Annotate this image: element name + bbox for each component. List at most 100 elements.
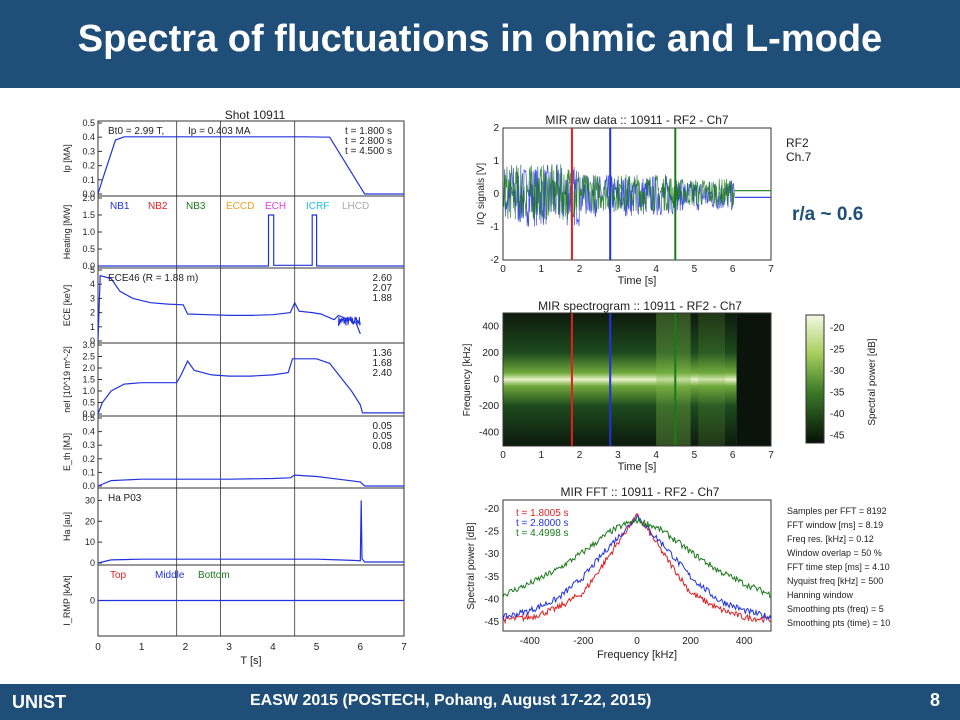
series-line [97, 358, 404, 415]
x-tick-label: 0 [500, 264, 506, 275]
panel-frame [97, 487, 405, 566]
broadband-region [698, 313, 726, 446]
legend-entry: ICRF [306, 201, 329, 212]
y-tick-label: 1 [90, 322, 95, 332]
y-tick-label: 3.0 [82, 340, 95, 350]
y-tick-label: 0.0 [82, 481, 95, 491]
y-axis-label: Heating [MW] [62, 205, 72, 260]
y-tick-label: 0.0 [82, 261, 95, 271]
y-tick-label: -400 [479, 428, 499, 439]
colorbar-tick-label: -25 [830, 345, 845, 356]
series-line [97, 136, 404, 195]
panel-frame [97, 415, 405, 489]
y-tick-label: 0 [90, 336, 95, 346]
y-tick-label: 1.5 [82, 210, 95, 220]
panel-frame [97, 342, 405, 417]
colorbar [805, 314, 825, 444]
fft-parameter: Window overlap = 50 % [787, 548, 882, 558]
x-tick-label: 6 [730, 264, 736, 275]
y-axis-label: I_RMP [kA/t] [62, 575, 72, 625]
y-tick-label: 1.0 [82, 386, 95, 396]
x-tick-label: 0 [500, 450, 506, 461]
y-axis-label: E_th [MJ] [62, 433, 72, 471]
x-tick-label: -400 [520, 636, 540, 647]
panel-right-label: 0.08 [373, 441, 393, 452]
x-tick-label: 1 [539, 264, 545, 275]
y-tick-label: 2.0 [82, 363, 95, 373]
legend-entry: NB1 [110, 201, 130, 212]
y-axis-label: neI [10^19 m^-2] [62, 346, 72, 412]
y-tick-label: -45 [485, 617, 500, 628]
chart-title: Shot 10911 [225, 108, 286, 122]
x-tick-label: 400 [736, 636, 753, 647]
fft-parameter: Samples per FFT = 8192 [787, 506, 887, 516]
fft-parameter: Hanning window [787, 590, 854, 600]
panel-right-label: t = 4.500 s [345, 146, 392, 157]
x-tick-label: 3 [615, 450, 621, 461]
title-bar: Spectra of fluctuations in ohmic and L-m… [0, 0, 960, 88]
chart-title: MIR spectrogram :: 10911 - RF2 - Ch7 [538, 299, 742, 313]
legend-entry: RF2 [786, 136, 809, 150]
y-tick-label: -25 [485, 527, 500, 538]
y-tick-label: 0.1 [82, 467, 95, 477]
broadband-region [656, 313, 691, 446]
x-tick-label: 5 [314, 642, 320, 653]
panel-right-label: 2.60 [373, 273, 393, 284]
panel-right-label: 1.88 [373, 293, 393, 304]
y-tick-label: 0.5 [82, 413, 95, 423]
panel-label: Ha P03 [108, 493, 142, 504]
legend-entry: t = 4.4998 s [516, 528, 569, 539]
x-axis-label: Time [s] [618, 275, 657, 287]
panel-label: Ip = 0.403 MA [188, 126, 251, 137]
y-tick-label: 20 [85, 516, 95, 526]
x-axis-label: Time [s] [618, 461, 657, 473]
legend-entry: ECH [265, 201, 286, 212]
y-tick-label: 2 [493, 123, 499, 134]
legend-entry: Bottom [198, 570, 230, 581]
fft-series-line [502, 516, 772, 599]
x-tick-label: 200 [682, 636, 699, 647]
legend-entry: Top [110, 570, 127, 581]
y-tick-label: -1 [490, 222, 499, 233]
x-axis-label: T [s] [240, 655, 261, 667]
y-tick-label: -35 [485, 572, 500, 583]
y-tick-label: 0.1 [82, 175, 95, 185]
x-tick-label: 2 [577, 264, 583, 275]
y-tick-label: 10 [85, 537, 95, 547]
legend-entry: t = 2.8000 s [516, 518, 569, 529]
legend-entry: Ch.7 [786, 150, 812, 164]
panel-right-label: 1.68 [373, 358, 393, 369]
y-tick-label: 30 [85, 495, 95, 505]
colorbar-tick-label: -40 [830, 409, 845, 420]
colorbar-tick-label: -45 [830, 431, 845, 442]
y-tick-label: -20 [485, 504, 500, 515]
x-tick-label: 2 [183, 642, 189, 653]
x-axis-label: Frequency [kHz] [597, 649, 677, 661]
fft-parameter: Freq res. [kHz] = 0.12 [787, 534, 874, 544]
x-tick-label: 4 [270, 642, 276, 653]
spectrogram-image [503, 313, 737, 446]
x-tick-label: 1 [539, 450, 545, 461]
y-tick-label: 1.5 [82, 375, 95, 385]
footer-bar: UNIST EASW 2015 (POSTECH, Pohang, August… [0, 684, 960, 720]
panel-right-label: t = 2.800 s [345, 136, 392, 147]
y-tick-label: 0.3 [82, 440, 95, 450]
page-number: 8 [930, 690, 941, 710]
colorbar-tick-label: -20 [830, 323, 845, 334]
fft-parameter: Nyquist freq [kHz] = 500 [787, 576, 883, 586]
y-tick-label: 400 [482, 321, 499, 332]
x-tick-label: 7 [401, 642, 407, 653]
signal-trace [503, 164, 735, 221]
y-tick-label: 5 [90, 265, 95, 275]
legend-entry: LHCD [342, 201, 369, 212]
series-line [98, 214, 404, 267]
legend-entry: ECCD [226, 201, 254, 212]
chart-title: MIR raw data :: 10911 - RF2 - Ch7 [545, 113, 729, 127]
y-tick-label: 0 [90, 558, 95, 568]
y-tick-label: 0.3 [82, 146, 95, 156]
y-axis-label: I/Q signals [V] [476, 163, 487, 225]
panel-right-label: t = 1.800 s [345, 126, 392, 137]
y-tick-label: 4 [90, 279, 95, 289]
fft-series-line [502, 513, 772, 625]
y-axis-label: ECE [keV] [62, 285, 72, 327]
